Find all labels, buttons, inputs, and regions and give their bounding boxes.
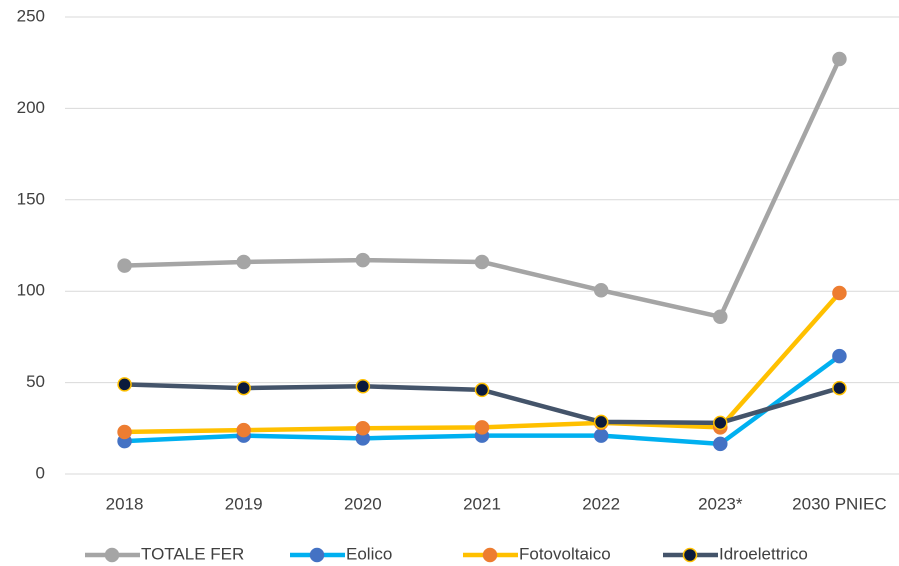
- series-line: [124, 291, 842, 435]
- y-tick-label: 50: [26, 372, 45, 391]
- x-tick-label: 2020: [344, 494, 382, 513]
- data-point: [474, 254, 490, 270]
- x-tick-label: 2021: [463, 494, 501, 513]
- data-point: [117, 377, 132, 392]
- y-tick-label: 150: [17, 189, 45, 208]
- data-point: [713, 309, 728, 325]
- data-point: [593, 283, 609, 298]
- data-point: [713, 415, 728, 431]
- y-tick-label: 100: [17, 281, 45, 300]
- legend-marker: [682, 547, 698, 563]
- data-point: [236, 422, 251, 438]
- y-tick-label: 250: [17, 6, 45, 25]
- data-point: [832, 380, 847, 396]
- legend-marker: [309, 547, 325, 563]
- legend-label: Idroelettrico: [719, 544, 808, 563]
- data-point: [355, 421, 371, 436]
- data-point: [832, 285, 847, 301]
- data-point: [474, 382, 490, 398]
- y-tick-label: 0: [36, 463, 45, 482]
- data-point: [117, 424, 132, 440]
- data-point: [593, 428, 609, 443]
- y-tick-label: 200: [17, 98, 45, 117]
- x-tick-label: 2018: [106, 494, 144, 513]
- legend-label: TOTALE FER: [141, 544, 244, 563]
- data-point: [117, 258, 132, 273]
- data-point: [236, 254, 251, 270]
- x-tick-label: 2030 PNIEC: [792, 494, 887, 513]
- data-point: [832, 51, 847, 67]
- data-point: [355, 379, 371, 394]
- legend-label: Eolico: [346, 544, 392, 563]
- data-point: [593, 414, 609, 430]
- data-point: [713, 436, 728, 452]
- series-line: [124, 58, 842, 320]
- data-point: [474, 420, 490, 435]
- x-tick-label: 2023*: [698, 494, 743, 513]
- data-point: [236, 380, 251, 396]
- legend-marker: [482, 547, 498, 563]
- data-point: [355, 252, 371, 268]
- legend-label: Fotovoltaico: [519, 544, 611, 563]
- x-tick-label: 2022: [582, 494, 620, 513]
- legend-marker: [104, 547, 120, 563]
- x-tick-label: 2019: [225, 494, 263, 513]
- data-point: [832, 348, 847, 364]
